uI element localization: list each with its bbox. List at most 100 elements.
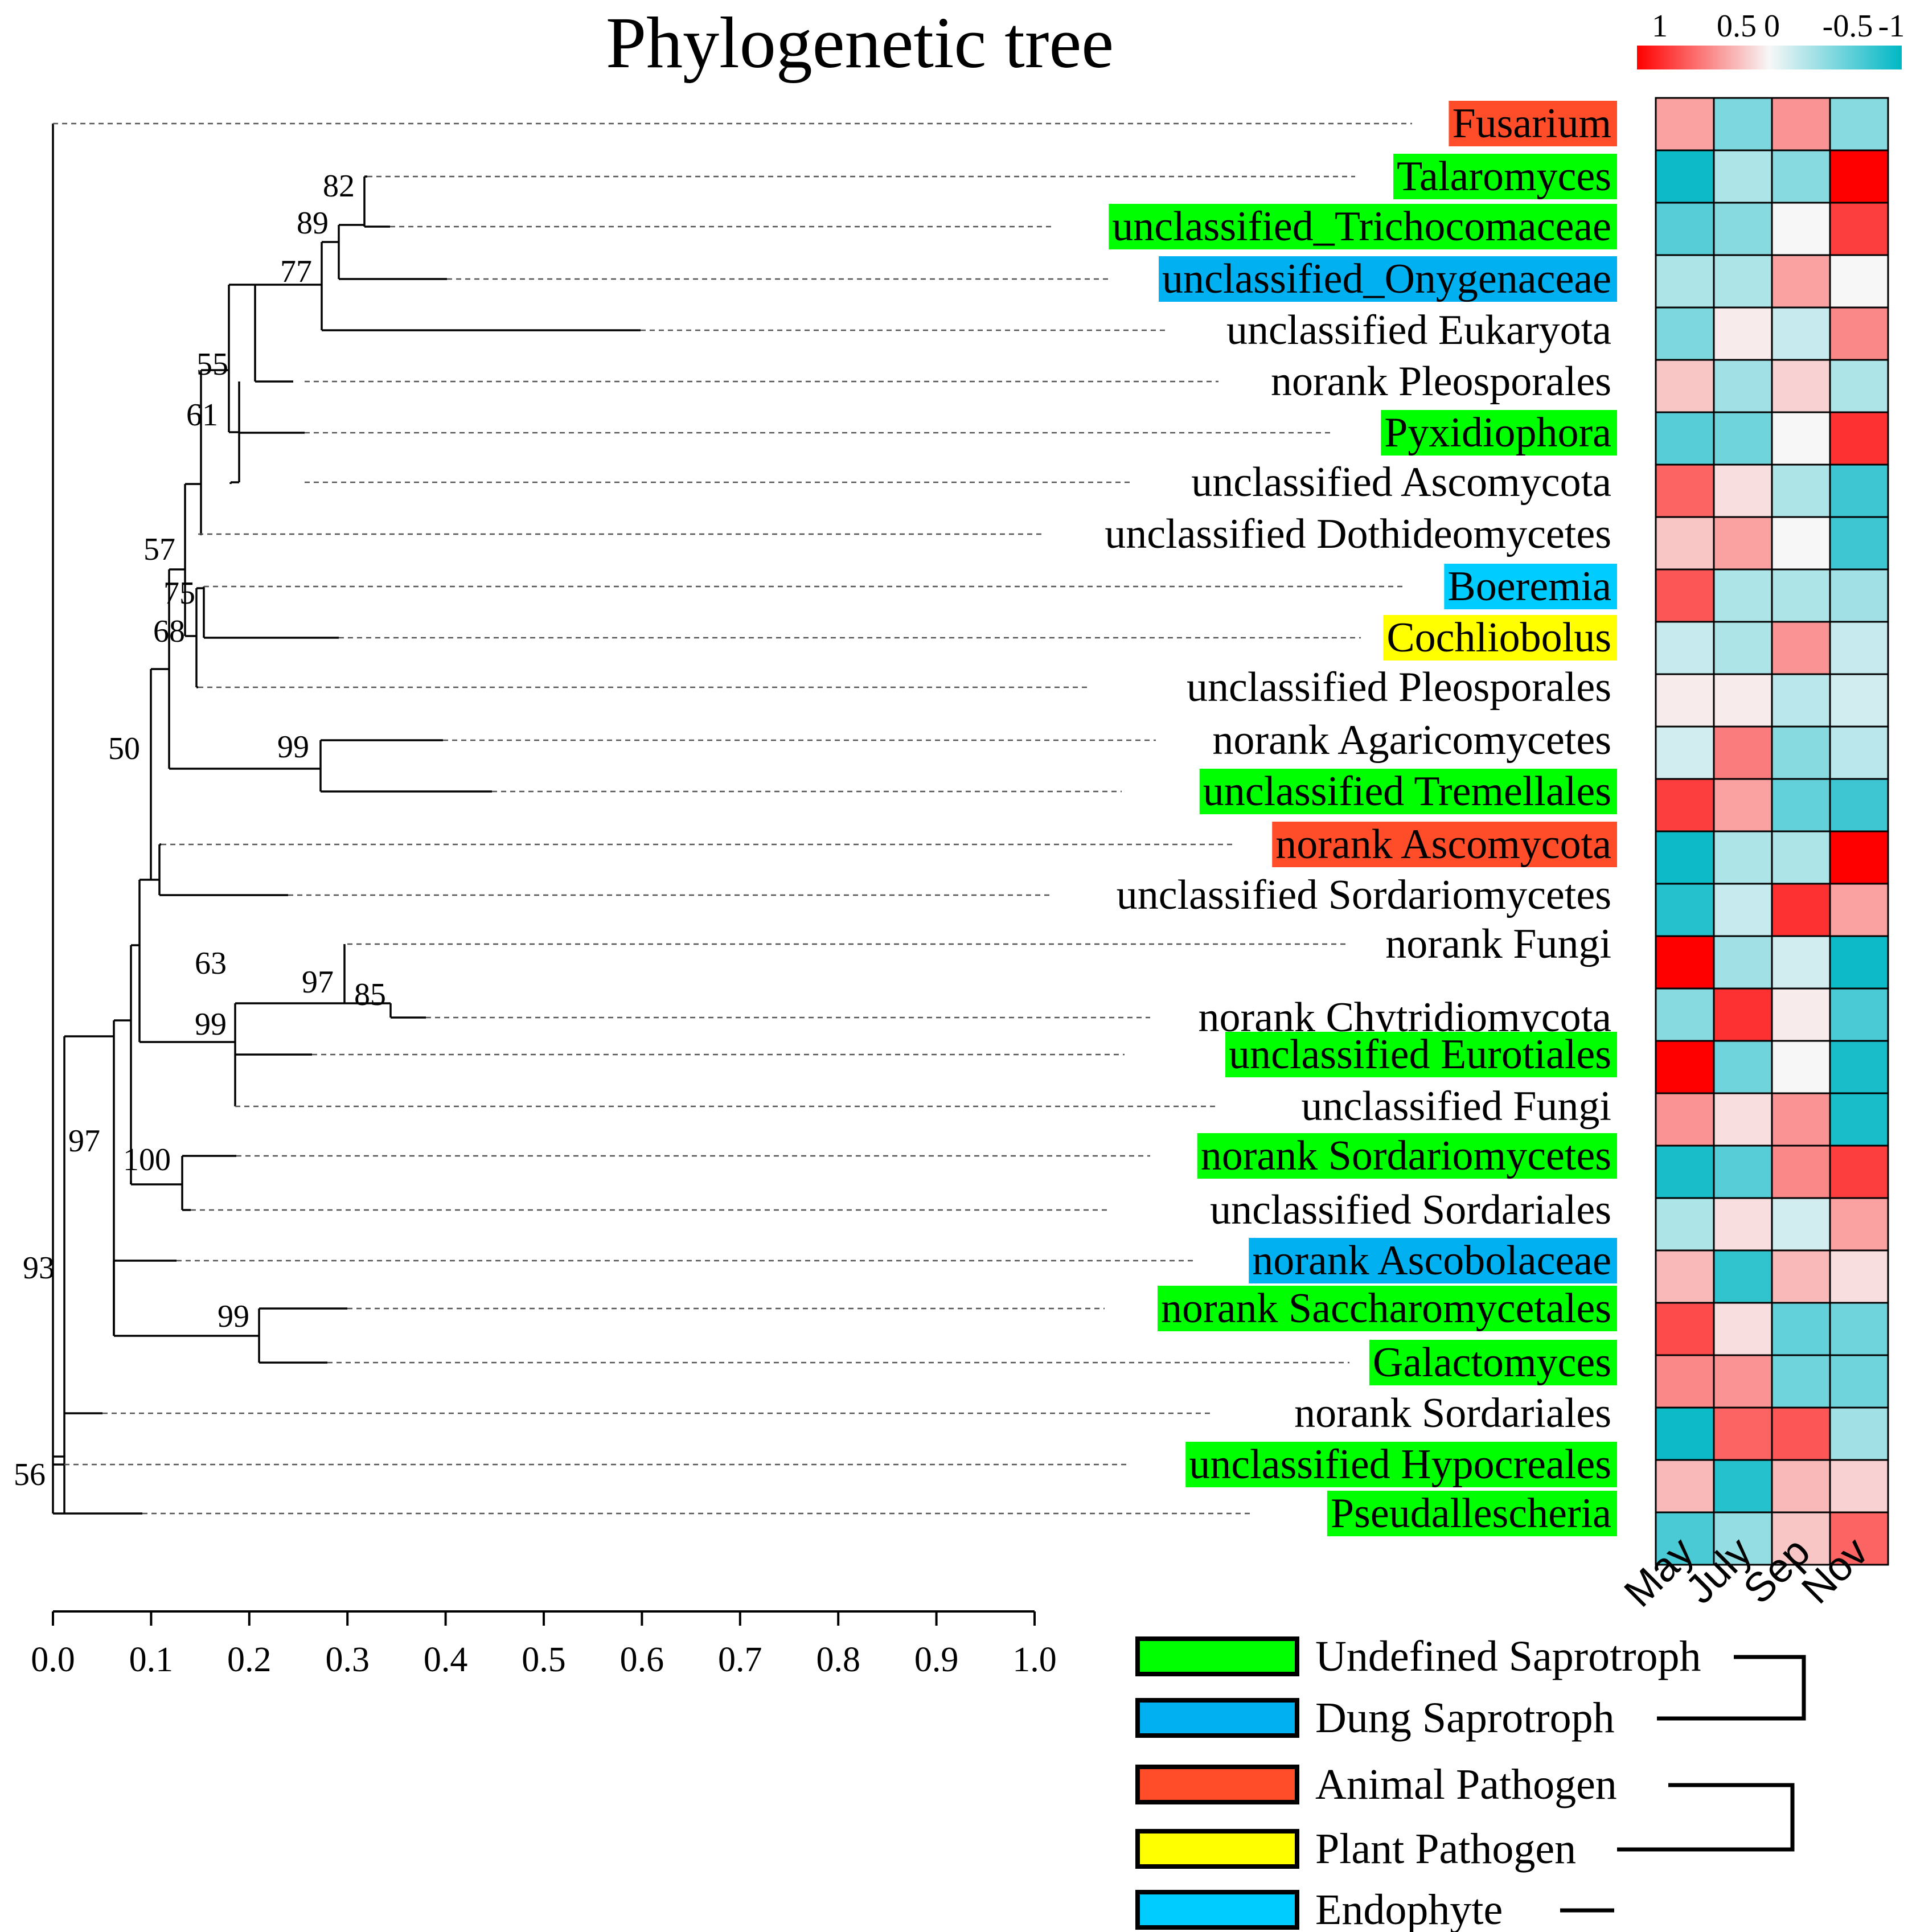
bootstrap-50: 50 <box>108 731 140 766</box>
bootstrap-75: 75 <box>163 576 195 611</box>
heatmap-cell <box>1655 1145 1715 1199</box>
colorbar: 1 0.5 0 -0.5 -1 <box>1637 9 1905 69</box>
taxon-25: norank Sordariales <box>1294 1390 1611 1437</box>
heatmap-cell <box>1655 463 1715 518</box>
taxon-label: norank Sordariales <box>1294 1390 1611 1437</box>
heatmap-cell <box>1829 411 1889 466</box>
taxon-label: Boeremia <box>1447 563 1611 610</box>
legend-label-3: Plant Pathogen <box>1315 1825 1576 1873</box>
taxon-0: Fusarium <box>1449 100 1617 147</box>
heatmap-cell <box>1655 149 1715 204</box>
taxon-highlight <box>1369 1340 1617 1385</box>
heatmap-cell <box>1655 673 1715 728</box>
heatmap-cell <box>1771 1197 1831 1252</box>
heatmap-cell <box>1713 1249 1773 1304</box>
taxon-highlight <box>1157 1286 1617 1331</box>
taxon-3: unclassified_Onygenaceae <box>1159 256 1617 302</box>
taxon-23: norank Saccharomycetales <box>1157 1285 1617 1332</box>
heatmap-cell <box>1655 935 1715 990</box>
taxon-20: norank Sordariomycetes <box>1197 1133 1617 1179</box>
scale-tick-label: 0.1 <box>129 1640 174 1679</box>
heatmap-cell <box>1771 359 1831 413</box>
heatmap-cell <box>1829 463 1889 518</box>
colorbar-gradient <box>1637 46 1902 69</box>
scale-tick-label: 0.0 <box>31 1640 75 1679</box>
heatmap-cell <box>1771 1406 1831 1461</box>
heatmap-cell <box>1829 725 1889 780</box>
heatmap-cell <box>1829 202 1889 256</box>
heatmap-cell <box>1771 202 1831 256</box>
taxon-label: unclassified Sordariales <box>1210 1187 1611 1233</box>
taxon-18: unclassified Eurotiales <box>1225 1031 1617 1078</box>
heatmap-cell <box>1771 1145 1831 1199</box>
taxon-label: Cochliobolus <box>1386 614 1611 661</box>
legend-brackets <box>1560 1655 1806 1913</box>
heatmap-cell <box>1713 621 1773 675</box>
bootstrap-68: 68 <box>153 614 185 649</box>
heatmap-cell <box>1713 1197 1773 1252</box>
heatmap-cell <box>1713 359 1773 413</box>
heatmap-cell <box>1829 1040 1889 1094</box>
heatmap-cell <box>1713 97 1773 151</box>
heatmap-cell <box>1655 1354 1715 1409</box>
taxon-21: unclassified Sordariales <box>1210 1187 1611 1233</box>
taxon-6: Pyxidiophora <box>1381 409 1617 456</box>
taxon-highlight <box>1197 1133 1617 1179</box>
heatmap-cell <box>1829 1302 1889 1356</box>
taxon-14: norank Ascomycota <box>1272 821 1617 868</box>
taxon-label: norank Sordariomycetes <box>1201 1133 1611 1179</box>
heatmap-cell <box>1771 1511 1831 1566</box>
taxon-13: unclassified Tremellales <box>1199 768 1617 815</box>
scale-tick-label: 0.8 <box>816 1640 860 1679</box>
heatmap-cell <box>1829 568 1889 623</box>
heatmap-cell <box>1655 1197 1715 1252</box>
taxon-12: norank Agaricomycetes <box>1212 717 1611 764</box>
heatmap-cell <box>1655 1249 1715 1304</box>
heatmap-cell <box>1771 516 1831 571</box>
heatmap-cell <box>1655 1511 1715 1566</box>
bootstrap-82: 82 <box>323 169 355 204</box>
legend-swatch-4 <box>1135 1890 1299 1930</box>
taxon-highlight <box>1185 1442 1617 1487</box>
taxon-highlight <box>1225 1032 1617 1077</box>
scale-tick-label: 1.0 <box>1012 1640 1057 1679</box>
legend-label-0: Undefined Saprotroph <box>1315 1632 1701 1680</box>
heatmap-cell <box>1655 1459 1715 1513</box>
heatmap-cell <box>1829 1459 1889 1513</box>
taxon-label: norank Saccharomycetales <box>1161 1285 1611 1332</box>
legend-label-2: Animal Pathogen <box>1315 1761 1617 1808</box>
heatmap-cell <box>1771 987 1831 1042</box>
legend-label-4: Endophyte <box>1315 1886 1503 1932</box>
taxon-label: Fusarium <box>1452 100 1611 147</box>
heatmap-cell <box>1829 1354 1889 1409</box>
heatmap-cell <box>1713 149 1773 204</box>
colorbar-label-0.5: 0.5 <box>1717 9 1757 44</box>
taxon-highlight <box>1109 204 1617 249</box>
heatmap-cell <box>1713 568 1773 623</box>
heatmap-cell <box>1655 778 1715 832</box>
taxon-highlight <box>1449 101 1617 146</box>
legend-swatch-0 <box>1135 1636 1299 1676</box>
heatmap-cell <box>1655 725 1715 780</box>
colorbar-label-0: 0 <box>1764 9 1780 44</box>
heatmap-cell <box>1655 987 1715 1042</box>
heatmap-cell <box>1655 359 1715 413</box>
colorbar-label-1: 1 <box>1652 9 1668 44</box>
taxon-label: unclassified Hypocreales <box>1189 1441 1611 1488</box>
heatmap-cell <box>1771 1040 1831 1094</box>
taxon-highlight <box>1199 769 1617 814</box>
taxon-label: unclassified Pleosporales <box>1187 664 1611 711</box>
bootstrap-61: 61 <box>186 397 218 433</box>
taxon-label: norank Agaricomycetes <box>1212 717 1611 764</box>
taxon-label: norank Ascobolaceae <box>1252 1237 1611 1284</box>
figure-title: Phylogenetic tree <box>606 2 1114 83</box>
bootstrap-56: 56 <box>14 1457 46 1492</box>
taxon-label: Pseudallescheria <box>1331 1490 1611 1537</box>
heatmap-cell <box>1829 306 1889 361</box>
heatmap-cell <box>1771 883 1831 937</box>
bootstrap-63: 63 <box>195 946 227 981</box>
heatmap-cell <box>1829 359 1889 413</box>
taxon-5: norank Pleosporales <box>1271 358 1611 405</box>
taxon-label: norank Fungi <box>1385 921 1611 967</box>
heatmap-cell <box>1655 1302 1715 1356</box>
